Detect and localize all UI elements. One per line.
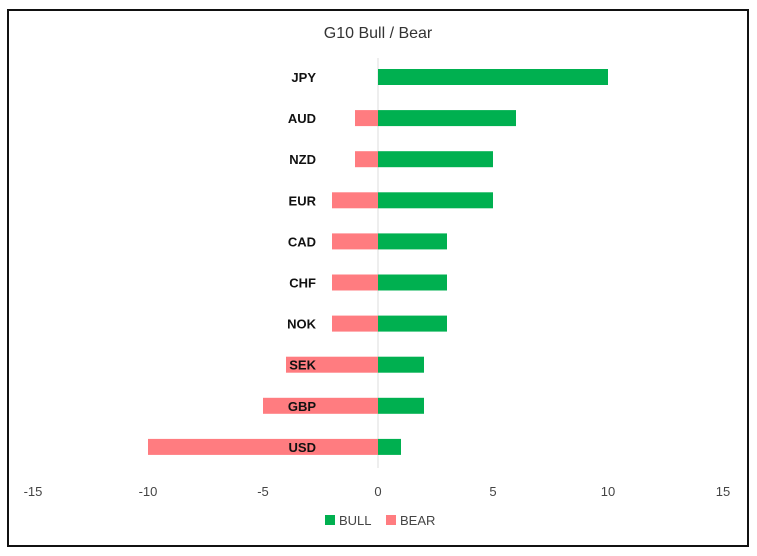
- category-label-gbp: GBP: [288, 399, 317, 414]
- bar-bear-nok: [332, 315, 378, 332]
- x-tick-label: -15: [24, 484, 43, 499]
- bar-bear-aud: [355, 110, 378, 127]
- bar-bull-sek: [378, 356, 424, 373]
- category-label-aud: AUD: [288, 111, 316, 126]
- category-label-sek: SEK: [289, 358, 316, 373]
- category-label-usd: USD: [289, 440, 316, 455]
- legend-swatch-bull: [325, 515, 335, 525]
- x-tick-label: 0: [374, 484, 381, 499]
- bar-bull-usd: [378, 438, 401, 455]
- legend-label-bear: BEAR: [400, 513, 435, 528]
- category-label-jpy: JPY: [291, 70, 316, 85]
- category-label-nok: NOK: [287, 317, 317, 332]
- bar-bear-eur: [332, 192, 378, 209]
- bar-bull-nzd: [378, 151, 493, 168]
- bar-bull-eur: [378, 192, 493, 209]
- bar-bull-chf: [378, 274, 447, 291]
- legend: BULL BEAR: [325, 513, 435, 528]
- bar-bull-jpy: [378, 69, 608, 85]
- category-label-eur: EUR: [289, 193, 317, 208]
- legend-swatch-bear: [386, 515, 396, 525]
- x-tick-label: -5: [257, 484, 269, 499]
- category-label-nzd: NZD: [289, 152, 316, 167]
- bar-bear-chf: [332, 274, 378, 291]
- x-tick-label: 10: [601, 484, 615, 499]
- x-tick-label: 15: [716, 484, 730, 499]
- bar-bull-nok: [378, 315, 447, 332]
- chart-title: G10 Bull / Bear: [324, 25, 433, 42]
- bar-bull-cad: [378, 233, 447, 250]
- bar-bear-cad: [332, 233, 378, 250]
- bar-bull-aud: [378, 110, 516, 127]
- category-label-cad: CAD: [288, 234, 316, 249]
- bar-bear-usd: [148, 438, 378, 455]
- x-tick-label: -10: [139, 484, 158, 499]
- bar-bear-nzd: [355, 151, 378, 168]
- bar-bear-sek: [286, 356, 378, 373]
- legend-label-bull: BULL: [339, 513, 372, 528]
- bar-bull-gbp: [378, 397, 424, 414]
- x-tick-label: 5: [489, 484, 496, 499]
- category-label-chf: CHF: [289, 276, 316, 291]
- bar-bear-gbp: [263, 397, 378, 414]
